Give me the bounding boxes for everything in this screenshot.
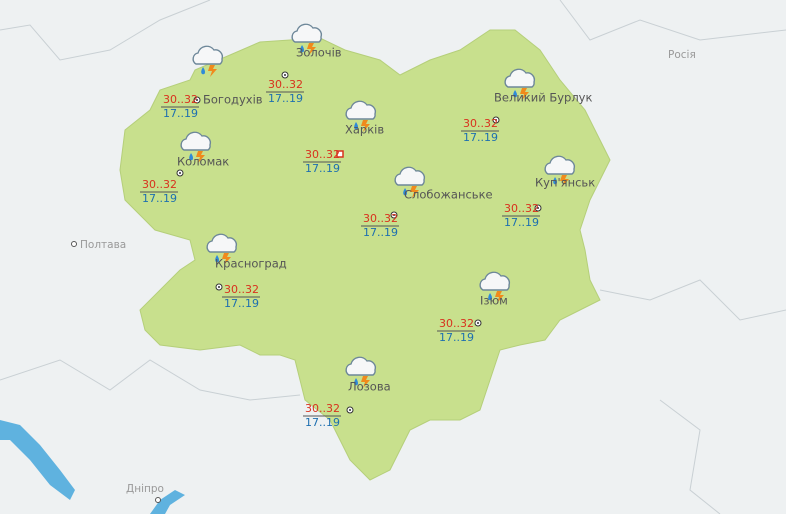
city-dot-core (218, 286, 220, 288)
weather-icon (291, 23, 323, 55)
temp-max: 30..32 (439, 317, 474, 330)
city-label: Дніпро (126, 483, 164, 495)
lightning (410, 186, 419, 198)
temp-min: 17..19 (439, 331, 474, 344)
lightning (560, 175, 569, 187)
cloud (192, 45, 224, 65)
border (559, 0, 786, 41)
rain-drop (300, 45, 304, 53)
temp-max: 30..32 (163, 93, 198, 106)
river (0, 420, 75, 500)
lightning (307, 43, 316, 55)
temp-min: 17..19 (363, 226, 398, 239)
temp-min: 17..19 (163, 107, 198, 120)
city-dot-core (284, 74, 286, 76)
city-name: Ізюм (480, 294, 508, 308)
city-dot-core (179, 172, 181, 174)
city-label: Полтава (80, 239, 126, 251)
rain-drop (553, 177, 557, 185)
cloud (345, 100, 377, 120)
rain-drop (354, 122, 358, 130)
city-dot-core (393, 214, 395, 216)
lightning (208, 65, 217, 77)
weather-icon (206, 233, 238, 265)
weather-icon (345, 100, 377, 132)
weather-icon (394, 166, 426, 198)
temp-max: 30..32 (305, 402, 340, 415)
lightning (361, 376, 370, 388)
region (119, 29, 611, 481)
temp-min: 17..19 (268, 92, 303, 105)
weather-icon (180, 131, 212, 163)
lightning (520, 88, 529, 100)
rain-drop (403, 188, 407, 196)
border (659, 399, 721, 514)
city-name: Харків (345, 123, 384, 137)
lightning (361, 120, 370, 132)
city-name: Богодухів (203, 93, 263, 107)
rain-drop (201, 67, 205, 75)
city-name: Лозова (348, 380, 391, 394)
capital-marker (336, 150, 344, 158)
cloud (345, 356, 377, 376)
lightning (495, 291, 504, 303)
temp-max: 30..32 (305, 148, 340, 161)
lightning (196, 151, 205, 163)
city-dot-core (196, 99, 198, 101)
temp-max: 30..32 (224, 283, 259, 296)
temp-min: 17..19 (504, 216, 539, 229)
city-dot-core (495, 119, 497, 121)
weather-icon (345, 356, 377, 388)
border (599, 279, 786, 321)
temp-min: 17..19 (305, 162, 340, 175)
cloud (206, 233, 238, 253)
weather-icon (504, 68, 536, 100)
city-name: Слобожанське (404, 188, 493, 202)
country-label: Росія (668, 49, 696, 61)
temp-max: 30..32 (268, 78, 303, 91)
temp-min: 17..19 (224, 297, 259, 310)
border (0, 359, 301, 401)
weather-icon (479, 271, 511, 303)
temp-min: 17..19 (142, 192, 177, 205)
city-dot (155, 497, 161, 503)
labels: Богодухів30..3217..19Золочів30..3217..19… (71, 23, 696, 503)
temp-max: 30..32 (504, 202, 539, 215)
river (150, 490, 185, 514)
border (0, 0, 211, 61)
temp-min: 17..19 (463, 131, 498, 144)
city-dot-core (537, 207, 539, 209)
city-name: Великий Бурлук (494, 91, 592, 105)
rain-drop (354, 378, 358, 386)
cloud (504, 68, 536, 88)
city-name: Красноград (215, 257, 287, 271)
rain-drop (215, 255, 219, 263)
rain-drop (189, 153, 193, 161)
rain-drop (488, 293, 492, 301)
rain-drop (513, 90, 517, 98)
lightning (222, 253, 231, 265)
city-name: Куп'янськ (535, 176, 595, 190)
temp-max: 30..32 (463, 117, 498, 130)
temp-min: 17..19 (305, 416, 340, 429)
city-dot-core (477, 322, 479, 324)
temp-max: 30..32 (142, 178, 177, 191)
weather-icon (192, 45, 224, 77)
cloud (394, 166, 426, 186)
city-dot-core (349, 409, 351, 411)
city-dot (71, 241, 77, 247)
cloud (544, 155, 576, 175)
weather-icon (544, 155, 576, 187)
cloud (479, 271, 511, 291)
city-name: Золочів (296, 46, 342, 60)
city-name: Коломак (177, 155, 229, 169)
cloud (291, 23, 323, 43)
temp-max: 30..32 (363, 212, 398, 225)
cloud (180, 131, 212, 151)
